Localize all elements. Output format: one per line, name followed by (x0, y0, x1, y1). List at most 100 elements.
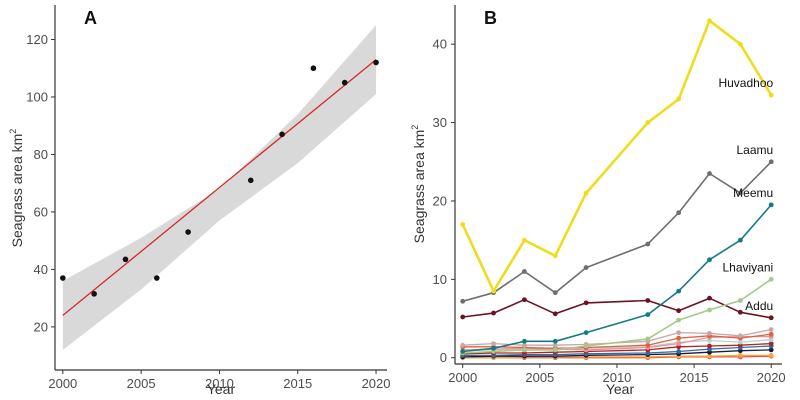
data-point (310, 65, 317, 72)
panel-b-y-axis-title-text: Seagrass area km (411, 130, 427, 244)
series-point (707, 257, 712, 263)
series-point (645, 336, 651, 342)
series-label-lhaviyani: Lhaviyani (722, 260, 773, 274)
series-line (462, 345, 772, 357)
y-tick-label: 100 (26, 89, 48, 104)
data-point (279, 131, 285, 138)
series-label-addu: Addu (745, 299, 773, 313)
series-point (707, 171, 712, 176)
panel-a-x-ticks: 2000 2005 2010 2015 2020 (48, 370, 390, 391)
series-point (645, 342, 651, 348)
series-laamu (460, 159, 774, 304)
series-point (552, 347, 558, 353)
x-tick-label: 2020 (757, 370, 786, 385)
series-point (676, 308, 682, 314)
series-point (460, 298, 466, 304)
data-point (185, 229, 191, 235)
series-point (522, 342, 527, 348)
panel-b-y-ticks: 0 10 20 30 40 (433, 37, 455, 365)
data-point (153, 275, 160, 281)
panel-b-series-labels: Addu Lhaviyani Meemu Laamu Huvadhoo (718, 76, 773, 313)
panel-a-y-axis-title: Seagrass area km2 (8, 129, 25, 248)
series-line (462, 342, 772, 355)
series-label-huvadhoo: Huvadhoo (718, 76, 773, 90)
series-point (737, 41, 743, 47)
x-tick-label: 2010 (205, 376, 234, 391)
series-point (768, 202, 774, 208)
series-point (491, 345, 496, 351)
series-point (768, 315, 774, 321)
panel-a-confidence-band (62, 25, 377, 350)
series-point (676, 210, 682, 216)
series-point (676, 330, 682, 336)
y-tick-label: 30 (433, 115, 447, 130)
series-point (645, 312, 651, 318)
y-tick-label: 20 (433, 193, 447, 208)
data-point (247, 177, 254, 184)
series-point (768, 276, 774, 282)
series-point (737, 298, 743, 303)
series-point (737, 333, 743, 339)
series-point (676, 335, 682, 341)
series-point (491, 341, 496, 347)
x-tick-label: 2005 (127, 376, 156, 391)
series-point (460, 314, 466, 320)
y-tick-label: 0 (440, 350, 447, 365)
panel-a-y-axis-title-text: Seagrass area km (9, 134, 25, 248)
series-point (583, 343, 589, 349)
series-line (462, 161, 772, 303)
x-tick-label: 2000 (48, 376, 77, 391)
series-point (737, 237, 743, 243)
series-point (460, 349, 466, 354)
series-label-laamu: Laamu (736, 143, 773, 157)
series-point (768, 159, 774, 165)
series-point (676, 341, 682, 347)
series-point (645, 120, 651, 125)
series-line (462, 204, 772, 353)
series-point (707, 343, 712, 349)
y-tick-label: 60 (34, 204, 48, 219)
series-point (707, 307, 712, 313)
series-point (676, 349, 682, 354)
confidence-band-area (62, 25, 377, 350)
data-point (373, 59, 379, 66)
series-point (552, 338, 558, 344)
panel-a-y-ticks: 20 40 60 80 100 120 (26, 32, 55, 334)
series-point (737, 352, 743, 358)
y-tick-label: 80 (34, 147, 48, 162)
series-point (707, 331, 712, 336)
series-point (583, 265, 589, 270)
panel-a-y-axis-title-sup: 2 (8, 129, 18, 134)
series-label-meemu: Meemu (733, 186, 773, 200)
series-point (768, 352, 774, 358)
series-point (737, 339, 743, 345)
y-tick-label: 20 (34, 319, 48, 334)
series-point (460, 222, 466, 227)
series-point (491, 288, 496, 294)
series-lhaviyani (460, 276, 774, 356)
panel-b-series (460, 18, 774, 361)
data-point (91, 291, 97, 297)
x-tick-label: 2000 (448, 370, 477, 385)
y-tick-label: 120 (26, 32, 48, 47)
series-addu (460, 295, 774, 321)
series-point (583, 300, 589, 306)
series-line (462, 354, 772, 359)
series-point (552, 253, 558, 259)
y-tick-label: 40 (34, 262, 48, 277)
x-tick-label: 2005 (525, 370, 554, 385)
series-point (676, 96, 682, 102)
series-point (768, 341, 774, 347)
data-point (60, 275, 66, 281)
x-tick-label: 2015 (680, 370, 709, 385)
series-point (522, 338, 527, 344)
series-point (768, 327, 774, 332)
panel-a-label: A (84, 8, 97, 28)
series-point (707, 353, 712, 359)
series-point (522, 347, 527, 353)
panel-a-x-axis-title: Year (207, 381, 236, 397)
data-point (122, 256, 129, 263)
series-meemu (460, 202, 774, 354)
series-point (645, 241, 651, 247)
panel-a-fit-line (62, 59, 377, 316)
